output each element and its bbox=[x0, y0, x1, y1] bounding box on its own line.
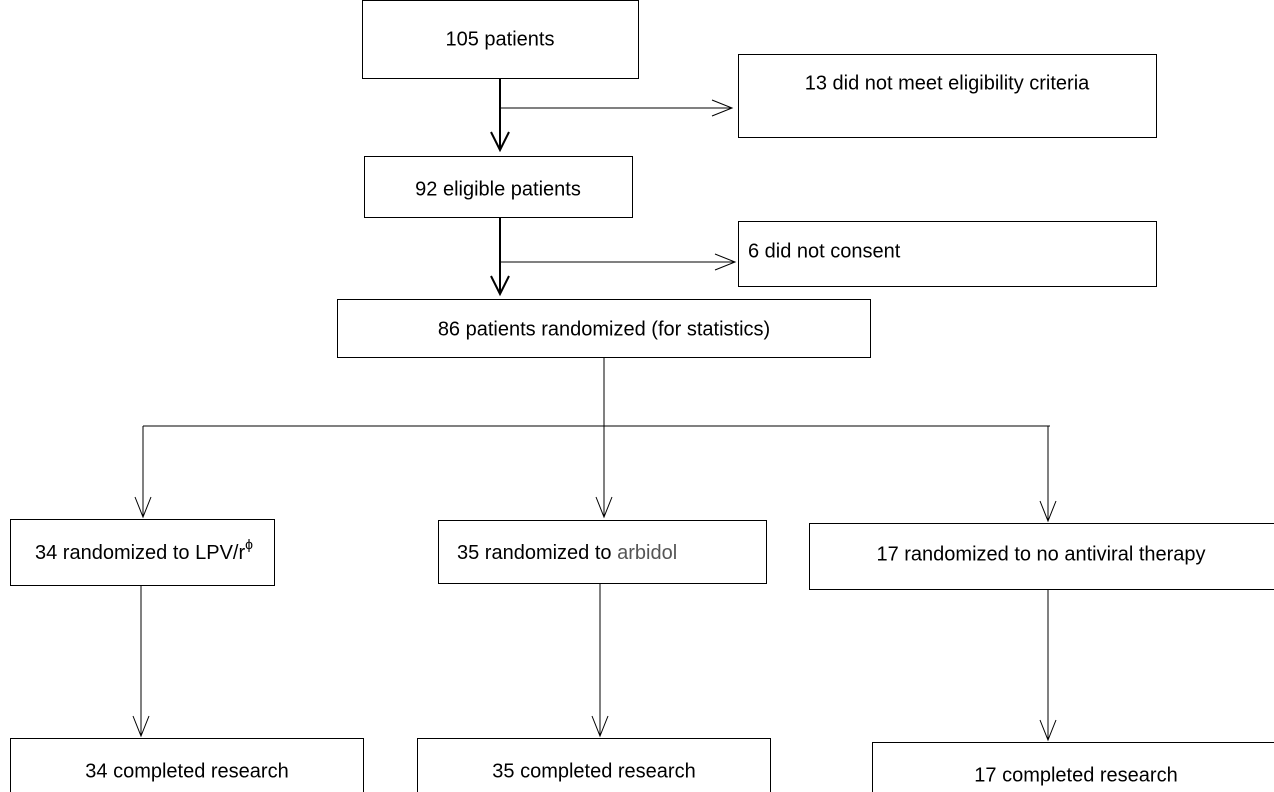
superscript: ϕ bbox=[245, 536, 253, 552]
box bbox=[809, 523, 1274, 590]
drug-name: LPV/r bbox=[195, 542, 245, 564]
box bbox=[738, 221, 1157, 287]
node-label: 17 randomized to no antiviral therapy bbox=[876, 543, 1205, 565]
box bbox=[337, 299, 871, 358]
box bbox=[364, 156, 633, 218]
box bbox=[362, 0, 639, 79]
node-label: 92 eligible patients bbox=[415, 178, 581, 200]
node-label: 35 completed research bbox=[492, 760, 695, 782]
node-label: 34 completed research bbox=[85, 760, 288, 782]
node-label: 6 did not consent bbox=[748, 240, 901, 262]
node-label: 86 patients randomized (for statistics) bbox=[438, 318, 770, 340]
node-label: 34 randomized to LPV/rϕ bbox=[35, 536, 253, 565]
node-label: 35 randomized to arbidol bbox=[457, 542, 677, 564]
connectors bbox=[132, 78, 1057, 742]
box bbox=[10, 738, 364, 792]
box bbox=[417, 738, 771, 792]
label-text: 34 randomized to bbox=[35, 542, 195, 564]
box bbox=[738, 54, 1157, 138]
node-label: 17 completed research bbox=[974, 764, 1177, 786]
drug-name: arbidol bbox=[617, 542, 677, 564]
box bbox=[10, 519, 275, 586]
node-label: 105 patients bbox=[446, 28, 555, 50]
box bbox=[872, 742, 1274, 792]
label-text: 35 randomized to bbox=[457, 542, 617, 564]
box bbox=[438, 520, 767, 584]
node-label: 13 did not meet eligibility criteria bbox=[805, 72, 1090, 94]
